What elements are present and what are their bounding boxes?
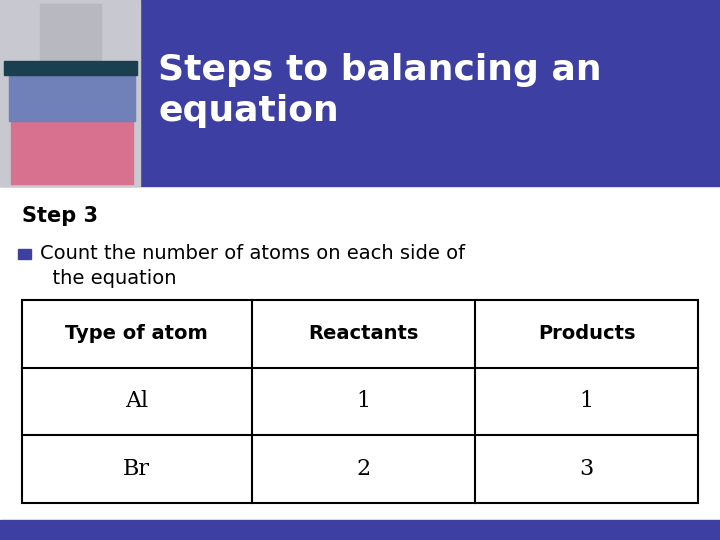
- Polygon shape: [11, 116, 133, 184]
- Bar: [0, 520, 720, 540]
- Bar: [22, 300, 698, 503]
- Bar: [18, 249, 31, 259]
- Bar: [0, 0, 720, 186]
- Text: 1: 1: [580, 390, 594, 413]
- Text: 1: 1: [356, 390, 371, 413]
- Polygon shape: [9, 71, 135, 121]
- Text: Step 3: Step 3: [22, 206, 98, 226]
- Text: Type of atom: Type of atom: [66, 324, 208, 343]
- Text: Steps to balancing an
equation: Steps to balancing an equation: [158, 53, 602, 128]
- Text: Br: Br: [123, 458, 150, 481]
- Polygon shape: [40, 4, 101, 65]
- Text: Products: Products: [538, 324, 636, 343]
- Text: 2: 2: [356, 458, 371, 481]
- Text: Reactants: Reactants: [308, 324, 418, 343]
- Text: 3: 3: [580, 458, 594, 481]
- Polygon shape: [4, 62, 137, 75]
- Text: Count the number of atoms on each side of: Count the number of atoms on each side o…: [40, 244, 464, 264]
- Bar: [0, 0, 140, 186]
- Text: Al: Al: [125, 390, 148, 413]
- Text: the equation: the equation: [40, 268, 176, 288]
